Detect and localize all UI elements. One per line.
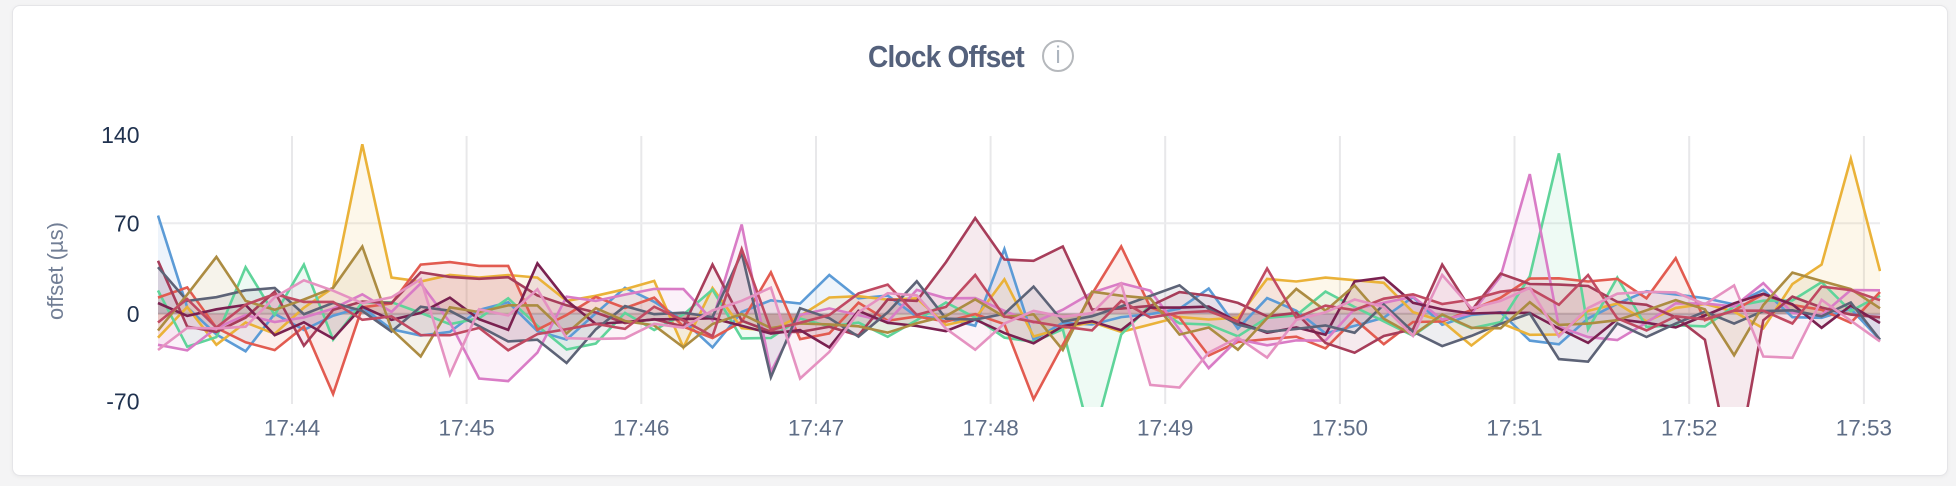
svg-text:offset (µs): offset (µs) <box>43 222 68 320</box>
svg-text:17:50: 17:50 <box>1312 416 1368 441</box>
svg-text:-70: -70 <box>106 389 139 415</box>
svg-text:17:52: 17:52 <box>1661 416 1717 441</box>
svg-text:140: 140 <box>101 122 139 148</box>
svg-text:70: 70 <box>114 211 140 237</box>
svg-text:17:46: 17:46 <box>613 416 669 441</box>
svg-text:17:49: 17:49 <box>1137 416 1193 441</box>
svg-text:17:44: 17:44 <box>264 416 320 441</box>
svg-text:17:45: 17:45 <box>438 416 494 441</box>
svg-text:17:51: 17:51 <box>1486 416 1542 441</box>
svg-text:0: 0 <box>127 301 140 327</box>
svg-text:17:53: 17:53 <box>1836 416 1892 441</box>
svg-text:17:48: 17:48 <box>962 416 1018 441</box>
svg-text:17:47: 17:47 <box>788 416 844 441</box>
